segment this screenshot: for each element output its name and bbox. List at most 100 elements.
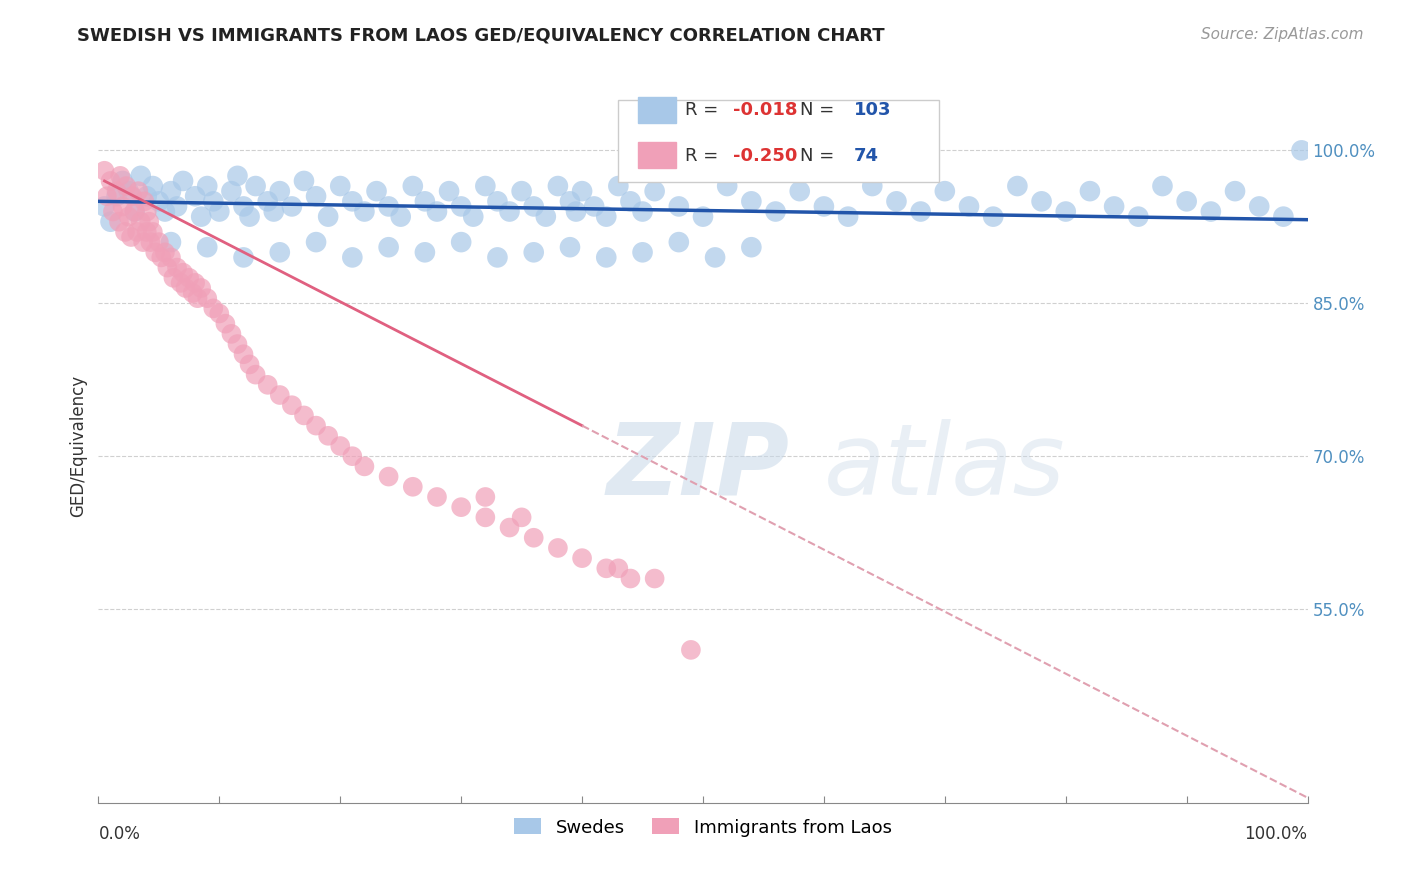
- Point: [195, 291, 218, 305]
- Point: [232, 347, 254, 361]
- Point: [305, 189, 328, 203]
- Point: [450, 199, 472, 213]
- Point: [120, 230, 142, 244]
- Point: [138, 215, 160, 229]
- Point: [160, 184, 183, 198]
- Point: [1223, 184, 1246, 198]
- Point: [523, 245, 546, 260]
- Point: [269, 245, 291, 260]
- Y-axis label: GED/Equivalency: GED/Equivalency: [69, 375, 87, 517]
- Point: [142, 225, 165, 239]
- Point: [93, 163, 115, 178]
- Point: [221, 184, 243, 198]
- Point: [121, 189, 143, 203]
- Point: [156, 260, 179, 275]
- Point: [127, 225, 149, 239]
- Point: [184, 189, 207, 203]
- Point: [583, 199, 606, 213]
- Point: [619, 572, 641, 586]
- Text: 0.0%: 0.0%: [98, 825, 141, 843]
- Point: [377, 240, 399, 254]
- Point: [426, 204, 449, 219]
- Point: [184, 276, 207, 290]
- Point: [153, 204, 176, 219]
- Point: [547, 179, 569, 194]
- Point: [981, 210, 1004, 224]
- Point: [226, 169, 249, 183]
- Point: [523, 199, 546, 213]
- Point: [619, 194, 641, 209]
- Point: [190, 281, 212, 295]
- Point: [413, 245, 436, 260]
- Point: [202, 194, 225, 209]
- Point: [100, 215, 122, 229]
- Point: [523, 531, 546, 545]
- Text: N =: N =: [800, 101, 839, 119]
- Point: [148, 235, 170, 249]
- Point: [413, 194, 436, 209]
- Point: [342, 449, 364, 463]
- Point: [558, 240, 581, 254]
- Legend: Swedes, Immigrants from Laos: Swedes, Immigrants from Laos: [508, 811, 898, 844]
- Point: [450, 235, 472, 249]
- Point: [226, 337, 249, 351]
- Text: -0.250: -0.250: [734, 146, 797, 164]
- Point: [132, 235, 155, 249]
- Point: [93, 199, 115, 213]
- Point: [292, 174, 315, 188]
- Text: -0.018: -0.018: [734, 101, 797, 119]
- Point: [1102, 199, 1125, 213]
- Point: [129, 169, 152, 183]
- Point: [124, 204, 146, 219]
- Point: [190, 210, 212, 224]
- Point: [305, 235, 328, 249]
- Point: [644, 572, 666, 586]
- Point: [101, 204, 124, 219]
- Point: [342, 194, 364, 209]
- Point: [716, 179, 738, 194]
- Point: [486, 251, 509, 265]
- Point: [353, 459, 375, 474]
- Point: [450, 500, 472, 515]
- Point: [474, 179, 496, 194]
- Point: [595, 210, 617, 224]
- Point: [740, 194, 762, 209]
- Point: [547, 541, 569, 555]
- Point: [105, 189, 128, 203]
- Point: [1078, 184, 1101, 198]
- Point: [1272, 210, 1295, 224]
- Point: [166, 260, 188, 275]
- Point: [142, 179, 165, 194]
- Point: [256, 194, 278, 209]
- Point: [558, 194, 581, 209]
- Point: [187, 291, 209, 305]
- Point: [1249, 199, 1271, 213]
- Point: [129, 215, 152, 229]
- Text: R =: R =: [685, 101, 724, 119]
- Point: [463, 210, 485, 224]
- Text: ZIP: ZIP: [606, 419, 789, 516]
- Text: atlas: atlas: [824, 419, 1066, 516]
- Point: [679, 643, 702, 657]
- Point: [160, 251, 183, 265]
- Point: [498, 204, 520, 219]
- Point: [195, 179, 218, 194]
- Point: [631, 245, 654, 260]
- Point: [692, 210, 714, 224]
- Point: [607, 179, 630, 194]
- Point: [245, 179, 267, 194]
- Point: [571, 551, 593, 566]
- Point: [510, 184, 533, 198]
- Point: [108, 169, 131, 183]
- Point: [281, 199, 304, 213]
- Point: [886, 194, 908, 209]
- Point: [486, 194, 509, 209]
- Point: [96, 189, 118, 203]
- Point: [353, 204, 375, 219]
- Point: [1199, 204, 1222, 219]
- Text: SWEDISH VS IMMIGRANTS FROM LAOS GED/EQUIVALENCY CORRELATION CHART: SWEDISH VS IMMIGRANTS FROM LAOS GED/EQUI…: [77, 27, 884, 45]
- Point: [329, 439, 352, 453]
- Point: [644, 184, 666, 198]
- Point: [118, 210, 141, 224]
- Point: [100, 174, 122, 188]
